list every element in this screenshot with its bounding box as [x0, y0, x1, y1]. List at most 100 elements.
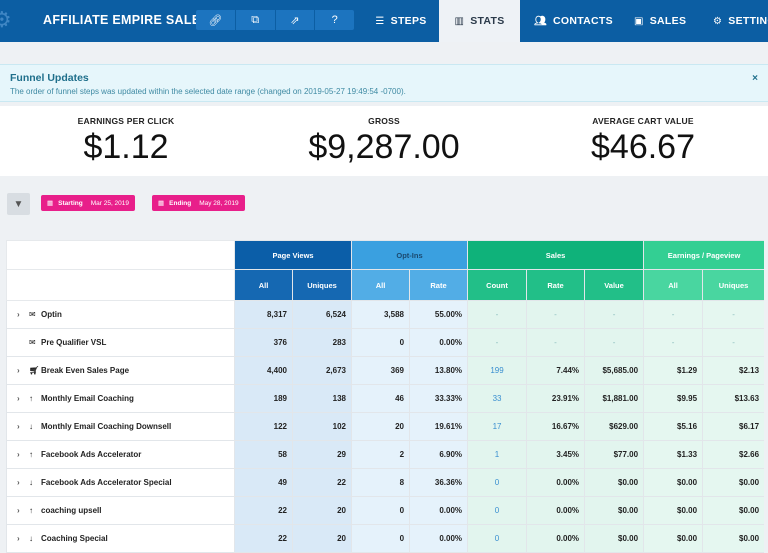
- gear-icon[interactable]: ⚙: [0, 7, 12, 32]
- table-cell: 23.91%: [526, 384, 586, 413]
- table-cell[interactable]: 33: [467, 384, 528, 413]
- step-name: coaching upsell: [41, 506, 102, 515]
- column-header[interactable]: All: [351, 269, 411, 301]
- table-cell: 36.36%: [409, 468, 469, 497]
- summary-metrics: EARNINGS PER CLICK $1.12 GROSS $9,287.00…: [0, 106, 768, 176]
- group-header-sales: Sales: [467, 240, 645, 270]
- table-cell: $2.13: [702, 356, 764, 385]
- table-row[interactable]: › ↓ Facebook Ads Accelerator Special 49 22 8 3…: [6, 468, 764, 497]
- table-cell: 19.61%: [409, 412, 469, 441]
- banner-text: The order of funnel steps was updated wi…: [10, 87, 406, 96]
- calendar-icon: ▦: [158, 200, 165, 207]
- table-cell[interactable]: 0: [467, 524, 528, 553]
- column-header[interactable]: All: [643, 269, 704, 301]
- help-icon[interactable]: ?: [331, 14, 338, 26]
- table-cell[interactable]: 199: [467, 356, 528, 385]
- funnel-title[interactable]: AFFILIATE EMPIRE SALE...: [43, 13, 212, 27]
- table-row[interactable]: › ↑ Monthly Email Coaching 189 138 46 33.33% 33…: [6, 384, 764, 413]
- tab-contacts[interactable]: 👥︎ CONTACTS: [534, 15, 613, 27]
- tab-sales[interactable]: ▣ SALES: [634, 15, 687, 27]
- table-cell: 0.00%: [526, 468, 586, 497]
- end-date-picker[interactable]: ▦ Ending May 28, 2019: [152, 195, 245, 211]
- tab-settings[interactable]: ⚙SETTINGS: [713, 15, 768, 27]
- chevron-right-icon[interactable]: ›: [17, 394, 20, 403]
- chevron-right-icon[interactable]: ›: [17, 478, 20, 487]
- chevron-right-icon[interactable]: ›: [17, 450, 20, 459]
- table-cell: 55.00%: [409, 300, 469, 329]
- filter-row: ▼ ▦ Starting Mar 25, 2019 ▦ Ending May 2…: [0, 176, 768, 234]
- column-header[interactable]: Count: [467, 269, 528, 301]
- table-row[interactable]: › ✉ Optin 8,317 6,524 3,588 55.00% - - - - -: [6, 300, 764, 329]
- start-date-picker[interactable]: ▦ Starting Mar 25, 2019: [41, 195, 136, 211]
- link-icon[interactable]: 🔗︎: [196, 10, 236, 30]
- external-link-icon[interactable]: ⇗: [276, 10, 316, 30]
- table-cell: 7.44%: [526, 356, 586, 385]
- table-cell: 46: [351, 384, 411, 413]
- table-cell: 0.00%: [409, 496, 469, 525]
- table-cell: $0.00: [702, 468, 764, 497]
- money-icon: ▣: [634, 15, 644, 27]
- table-row[interactable]: ✉ Pre Qualifier VSL 376 283 0 0.00% - - - - -: [6, 328, 764, 357]
- chevron-right-icon[interactable]: ›: [17, 506, 20, 515]
- table-cell: $5.16: [643, 412, 704, 441]
- gear-icon: ⚙: [713, 15, 723, 27]
- filter-icon: ▼: [13, 198, 24, 210]
- chevron-right-icon[interactable]: ›: [17, 310, 20, 319]
- column-header[interactable]: All: [234, 269, 293, 301]
- table-cell: $0.00: [584, 496, 645, 525]
- column-header[interactable]: Uniques: [702, 269, 764, 301]
- table-row[interactable]: › ↑ coaching upsell 22 20 0 0.00% 0 0.00% $0.00 $0…: [6, 496, 764, 525]
- table-row[interactable]: › 🛒︎ Break Even Sales Page 4,400 2,673 369 13.…: [6, 356, 764, 385]
- table-cell: $1,881.00: [584, 384, 645, 413]
- table-row[interactable]: › ↑ Facebook Ads Accelerator 58 29 2 6.90% 1 3.4…: [6, 440, 764, 469]
- table-cell: $0.00: [584, 468, 645, 497]
- copy-icon[interactable]: ⧉: [236, 10, 276, 30]
- funnel-stats-table: Page Views Opt-Ins Sales Earnings / Page…: [6, 240, 764, 553]
- table-cell: $5,685.00: [584, 356, 645, 385]
- funnel-updates-banner: Funnel Updates The order of funnel steps…: [0, 64, 768, 102]
- table-cell: 0: [351, 328, 411, 357]
- table-cell[interactable]: 1: [467, 440, 528, 469]
- step-name-cell: ✉ Pre Qualifier VSL: [6, 328, 235, 357]
- column-header[interactable]: Uniques: [291, 269, 353, 301]
- calendar-icon: ▦: [47, 200, 54, 207]
- step-name-cell: › ↑ Monthly Email Coaching: [6, 384, 235, 413]
- step-name-cell: › ✉ Optin: [6, 300, 235, 329]
- column-header[interactable]: Value: [584, 269, 645, 301]
- metric-earnings-per-click: EARNINGS PER CLICK $1.12: [77, 116, 175, 166]
- chevron-right-icon[interactable]: ›: [17, 534, 20, 543]
- table-cell[interactable]: 17: [467, 412, 528, 441]
- table-cell: 33.33%: [409, 384, 469, 413]
- column-header[interactable]: Rate: [526, 269, 586, 301]
- table-cell: 20: [351, 412, 411, 441]
- table-cell[interactable]: 0: [467, 496, 528, 525]
- table-cell: 0.00%: [526, 496, 586, 525]
- chevron-right-icon[interactable]: ›: [17, 422, 20, 431]
- list-icon: ☰: [375, 15, 385, 27]
- tab-steps[interactable]: ☰ STEPS: [375, 15, 427, 27]
- arrow-down-icon: ↓: [29, 478, 33, 487]
- metric-average-cart-value: AVERAGE CART VALUE $46.67: [591, 116, 695, 166]
- table-cell: -: [526, 328, 586, 357]
- users-icon: 👥︎: [534, 15, 547, 27]
- table-cell[interactable]: 0: [467, 468, 528, 497]
- step-name: Break Even Sales Page: [41, 366, 130, 375]
- table-cell: $629.00: [584, 412, 645, 441]
- table-row[interactable]: › ↓ Monthly Email Coaching Downsell 122 102 2…: [6, 412, 764, 441]
- group-header-earnings-pageview: Earnings / Pageview: [643, 240, 764, 270]
- table-cell: 20: [291, 496, 353, 525]
- step-name-cell: › 🛒︎ Break Even Sales Page: [6, 356, 235, 385]
- step-name-cell: › ↑ coaching upsell: [6, 496, 235, 525]
- step-name: Coaching Special: [41, 534, 108, 543]
- table-row[interactable]: › ↓ Coaching Special 22 20 0 0.00% 0 0.00% $0.00 $…: [6, 524, 764, 553]
- table-cell: $0.00: [643, 524, 704, 553]
- tab-stats[interactable]: ▥ STATS: [439, 0, 520, 42]
- group-header-page-views: Page Views: [233, 240, 353, 270]
- table-cell: 0.00%: [526, 524, 586, 553]
- close-icon[interactable]: ×: [752, 73, 758, 84]
- column-header[interactable]: Rate: [409, 269, 469, 301]
- table-cell: 189: [234, 384, 293, 413]
- table-cell: 29: [291, 440, 353, 469]
- chevron-right-icon[interactable]: ›: [17, 366, 20, 375]
- filter-button[interactable]: ▼: [7, 193, 30, 215]
